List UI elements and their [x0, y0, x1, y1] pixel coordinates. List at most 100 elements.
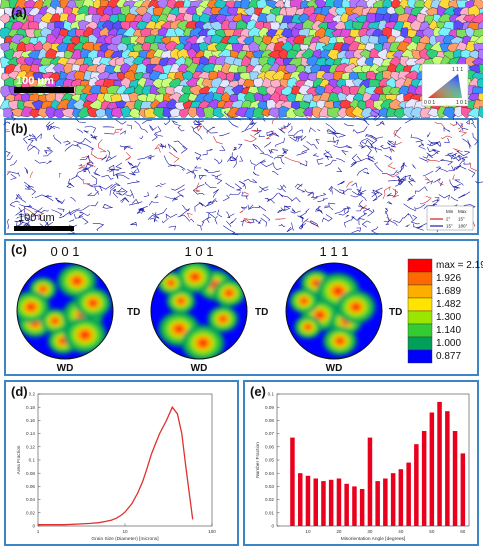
misorientation-chart: 0 0.01 0.02 0.03 0.04 0.05 0.06 0.07 0.08 0.09 0.1…: [255, 392, 470, 542]
grain-boundary: [413, 223, 423, 229]
grain-boundary: [214, 215, 218, 225]
grain-boundary: [324, 159, 337, 167]
grain-boundary: [308, 192, 315, 196]
panel-label-c: (c): [10, 242, 28, 257]
y-tick-label: 0.08: [26, 471, 35, 476]
grain-boundary: [290, 210, 301, 214]
grain-boundary: [271, 170, 279, 176]
grain-boundary: [76, 128, 83, 134]
grain-boundary: [44, 150, 51, 154]
grain-boundary: [387, 162, 396, 170]
y-tick-label: 0.08: [265, 418, 274, 423]
grain-boundary: [17, 220, 24, 227]
grain-boundary: [452, 155, 462, 161]
grain-boundary: [34, 159, 46, 164]
grain-boundary: [64, 144, 79, 152]
grain-boundary: [275, 218, 286, 220]
grain: [477, 49, 483, 62]
grain-boundary: [252, 144, 265, 154]
grain-boundary: [109, 185, 116, 196]
scale-bar-label-b: 100 um: [18, 212, 55, 224]
grain-boundary: [301, 145, 310, 154]
grain-boundary: [82, 179, 91, 186]
grain-boundary: [83, 130, 89, 134]
grain-boundary: [25, 216, 33, 227]
grain-boundary: [22, 134, 31, 144]
grain-boundary: [283, 122, 290, 129]
grain-boundary: [159, 145, 165, 147]
grain-boundary: [212, 189, 219, 198]
grain-boundary: [128, 201, 143, 206]
grain-boundary: [105, 155, 117, 163]
grain-boundary: [130, 161, 141, 169]
pole-figure-outline: [16, 262, 114, 360]
misorientation-bar: [406, 462, 411, 526]
grain-boundary: [315, 192, 327, 197]
grain-boundary: [436, 166, 448, 173]
misorientation-bar: [367, 437, 373, 526]
grain-boundary: [106, 168, 119, 172]
grain-boundary: [312, 153, 319, 157]
y-tick-label: 0.05: [265, 458, 274, 463]
misorientation-bar: [398, 469, 404, 526]
grain-boundary: [68, 208, 80, 215]
misorientation-bar: [452, 431, 458, 526]
grain-boundary: [24, 185, 32, 190]
colorbar-level-label: 1.300: [436, 312, 461, 323]
grain-boundary: [190, 218, 195, 223]
grain-boundary: [219, 132, 230, 137]
grain-boundary: [291, 222, 295, 231]
grain-boundary: [328, 186, 334, 193]
grain-boundary: [112, 188, 119, 199]
wd-label-2: WD: [191, 363, 208, 374]
misorientation-bar: [290, 437, 295, 526]
grain-boundary: [101, 154, 107, 161]
grain-boundary: [308, 127, 316, 133]
grain-boundary: [7, 171, 20, 177]
grain-boundary: [452, 174, 455, 180]
grain-boundary: [234, 183, 243, 191]
grain-boundary: [358, 199, 364, 209]
grain-boundary: [263, 141, 272, 148]
grain-boundary: [351, 227, 362, 234]
grain-boundary: [177, 126, 185, 132]
grain-boundary: [149, 124, 157, 131]
td-label-3: TD: [389, 307, 402, 318]
grain-boundary: [278, 224, 286, 227]
grain-boundary: [374, 146, 378, 153]
grain-boundary: [198, 193, 205, 196]
grain-boundary: [75, 118, 86, 123]
grain-boundary: [359, 138, 374, 147]
grain-boundary: [400, 164, 405, 173]
grain-boundary: [173, 140, 188, 154]
misorientation-bar: [352, 486, 357, 526]
grain-boundary: [415, 186, 428, 194]
grain-boundary: [266, 130, 275, 137]
grain-boundary: [336, 167, 343, 173]
grain-boundary: [97, 139, 107, 153]
y-tick-label: 0.03: [265, 484, 274, 489]
grain-boundary: [358, 218, 365, 226]
grain-boundary: [440, 159, 454, 166]
grain-boundary: [469, 162, 478, 172]
y-axis-label: Number Fraction: [255, 442, 261, 478]
misorientation-bar: [321, 481, 326, 526]
grain-boundary: [376, 120, 385, 126]
grain-boundary: [363, 171, 370, 175]
grain-boundary: [371, 192, 378, 202]
grain-boundary: [278, 192, 293, 202]
grain-boundary: [454, 179, 461, 183]
ipf-color-key: 1 1 1 0 0 1 1 0 1: [421, 63, 469, 107]
grain-boundary: [371, 109, 382, 121]
grain-boundary: [422, 170, 434, 177]
grain-boundary: [343, 206, 352, 213]
grain-boundary: [247, 218, 258, 223]
panel-label-b: (b): [10, 121, 29, 136]
grain-boundary: [241, 205, 248, 210]
x-tick-label: 1: [37, 529, 40, 534]
misorientation-bar: [429, 412, 435, 526]
intensity-colorbar: max = 2.195 1.926 1.689 1.482 1.300 1.140 1.00…: [407, 258, 483, 364]
grain-boundary: [63, 140, 71, 146]
grain-boundary: [90, 201, 99, 207]
grain-boundary: [155, 185, 162, 187]
